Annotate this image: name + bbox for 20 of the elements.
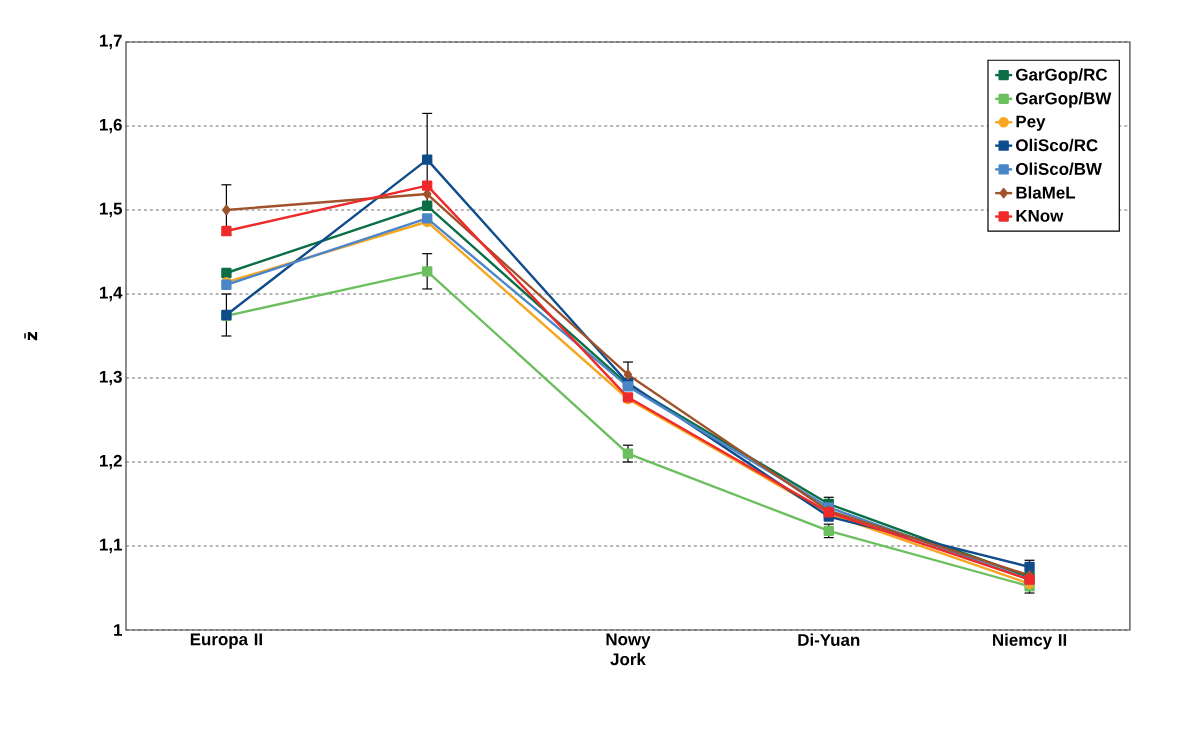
y-tick-label: 1,7 xyxy=(100,34,122,50)
y-tick-label: 1,5 xyxy=(100,202,123,218)
legend-label: BlaMeL xyxy=(1016,186,1076,199)
x-tick-label: Niemcy II xyxy=(993,633,1067,650)
y-tick-label: 1,1 xyxy=(100,538,123,554)
legend-label: KNow xyxy=(1016,209,1064,222)
legend-label: OliSco/RC xyxy=(1016,138,1098,152)
y-axis-title: z̄ xyxy=(24,331,38,341)
legend-label: GarGop/BW xyxy=(1016,91,1112,108)
y-tick-label: 1,6 xyxy=(100,118,122,134)
x-tick-label: Di-Yuan xyxy=(798,633,860,646)
legend-label: GarGop/RC xyxy=(1016,68,1108,84)
y-tick-label: 1,2 xyxy=(100,454,122,470)
legend-label: OliSco/BW xyxy=(1016,162,1102,176)
x-tick-label: Europa II xyxy=(190,633,262,649)
x-tick-label: Nowy Jork xyxy=(606,633,651,666)
legend-label: Pey xyxy=(1016,115,1046,131)
y-tick-label: 1,4 xyxy=(100,286,123,302)
y-tick-label: 1 xyxy=(114,624,123,636)
y-tick-label: 1,3 xyxy=(100,370,122,386)
